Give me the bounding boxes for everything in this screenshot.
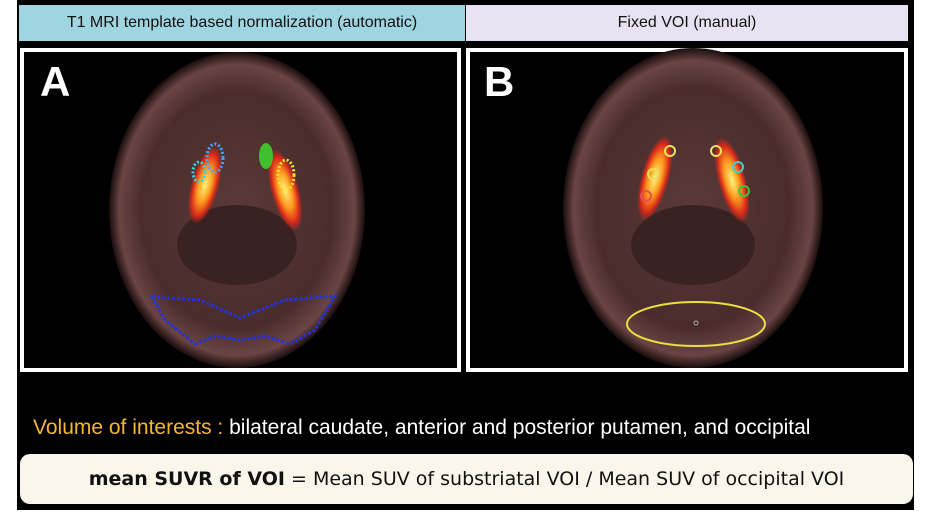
voi-text: bilateral caudate, anterior and posterio… xyxy=(229,416,811,439)
brain-b xyxy=(563,48,823,368)
formula-term: mean SUVR of VOI xyxy=(88,468,285,490)
panel-label: A xyxy=(40,58,71,105)
formula-definition: = Mean SUV of substriatal VOI / Mean SUV… xyxy=(291,468,845,490)
header-left: T1 MRI template based normalization (aut… xyxy=(19,5,465,41)
header-right: Fixed VOI (manual) xyxy=(466,5,908,41)
voi-label: Volume of interests : xyxy=(33,416,224,439)
brain-a xyxy=(109,52,365,368)
formula-box: mean SUVR of VOI = Mean SUV of substriat… xyxy=(20,454,913,504)
voi-line: Volume of interests : bilateral caudate,… xyxy=(33,416,810,440)
panel-label: B xyxy=(484,58,515,105)
